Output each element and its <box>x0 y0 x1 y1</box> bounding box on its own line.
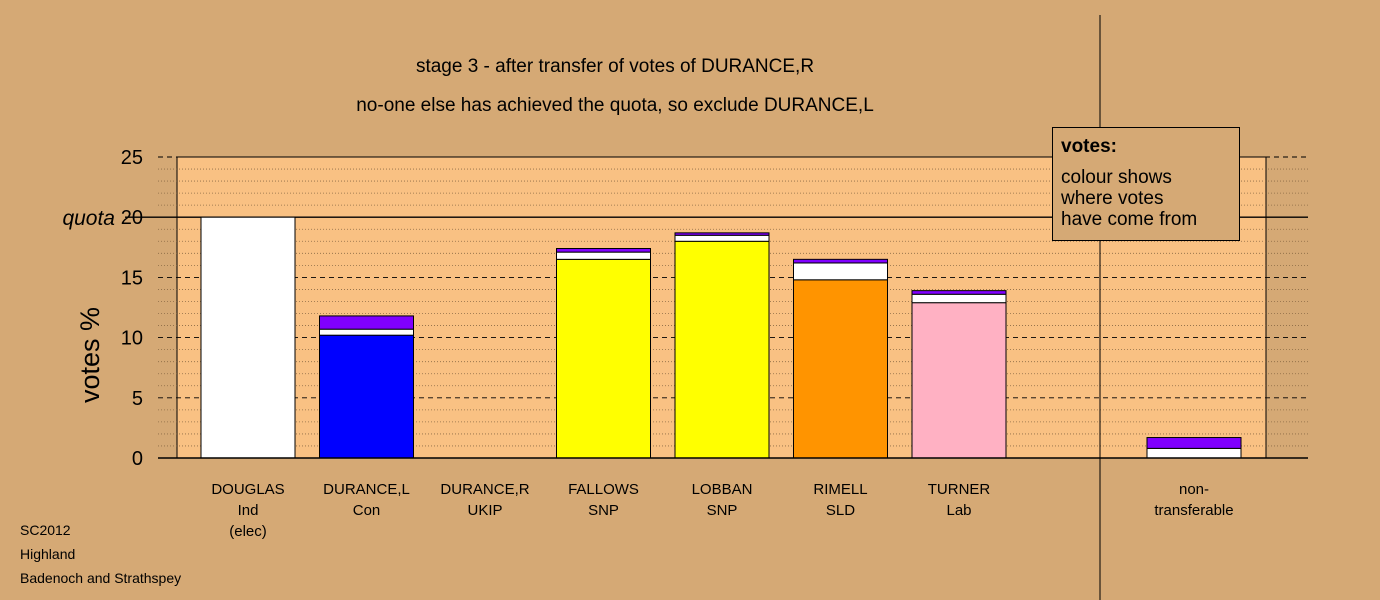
category-label: SNP <box>588 502 619 519</box>
category-label: DURANCE,R <box>440 481 529 498</box>
bar-fallows-segment <box>556 248 651 253</box>
category-label: non- <box>1179 481 1209 498</box>
bar-rimell-segment <box>793 258 888 264</box>
category-label: DOUGLAS <box>211 481 284 498</box>
bar-turner-segment <box>911 293 1007 304</box>
chart-title-line2: no-one else has achieved the quota, so e… <box>356 95 874 116</box>
y-tick-labels: 0 5 10 15 20 25 <box>121 147 143 470</box>
category-label: TURNER <box>928 481 991 498</box>
category-label: (elec) <box>229 523 267 540</box>
bar-turner-segment <box>911 302 1007 459</box>
footer-council: Highland <box>20 546 76 562</box>
bar-fallows-segment <box>556 251 651 260</box>
legend-body: colour shows where votes have come from <box>1061 167 1198 230</box>
category-label: RIMELL <box>813 481 867 498</box>
bar-lobban-segment <box>674 232 770 236</box>
bar-durance-l-segment <box>319 334 414 459</box>
y-tick-label: 10 <box>121 328 143 350</box>
bar-lobban-segment <box>674 234 770 242</box>
bar-non-transferable-segment <box>1146 437 1242 449</box>
category-label: FALLOWS <box>568 481 639 498</box>
axes <box>158 15 1308 600</box>
y-tick-label: 15 <box>121 267 143 289</box>
y-tick-label: 5 <box>132 388 143 410</box>
category-label: Con <box>353 502 381 519</box>
bar-turner-segment <box>911 290 1007 295</box>
footer-election: SC2012 <box>20 522 71 538</box>
category-label: Ind <box>238 502 259 519</box>
legend-heading: votes: <box>1061 136 1117 157</box>
bar-rimell-segment <box>793 279 888 459</box>
category-label: transferable <box>1154 502 1233 519</box>
y-tick-label: 25 <box>121 147 143 169</box>
category-label: Lab <box>946 502 971 519</box>
category-label: DURANCE,L <box>323 481 410 498</box>
footer-ward: Badenoch and Strathspey <box>20 570 182 586</box>
bar-douglas-segment <box>200 216 296 459</box>
category-label: SLD <box>826 502 855 519</box>
bar-fallows-segment <box>556 258 651 459</box>
category-label: LOBBAN <box>692 481 753 498</box>
chart-title-line1: stage 3 - after transfer of votes of DUR… <box>416 56 814 77</box>
x-category-labels: DOUGLAS Ind (elec) DURANCE,L Con DURANCE,R UKI… <box>211 481 1233 540</box>
category-label: UKIP <box>467 502 502 519</box>
bar-durance-l-segment <box>319 328 414 336</box>
y-axis-label: votes % <box>75 307 105 403</box>
bars <box>200 216 1242 459</box>
bar-non-transferable-segment <box>1146 447 1242 459</box>
quota-label: quota <box>62 207 115 230</box>
bar-rimell-segment <box>793 262 888 281</box>
bar-durance-l-segment <box>319 315 414 330</box>
y-tick-label: 0 <box>132 448 143 470</box>
legend-box: votes: colour shows where votes have com… <box>1052 127 1240 241</box>
bar-lobban-segment <box>674 240 770 459</box>
category-label: SNP <box>707 502 738 519</box>
y-tick-label: 20 <box>121 207 143 229</box>
